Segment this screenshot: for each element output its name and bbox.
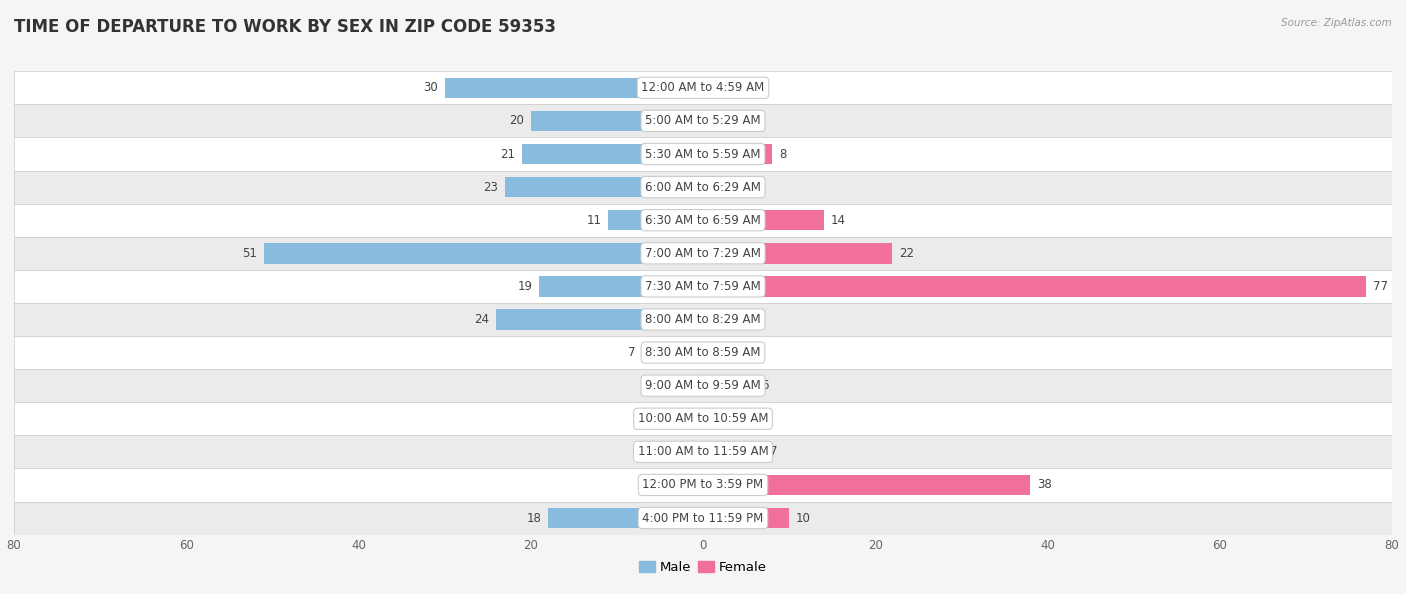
Bar: [14, 237, 1392, 270]
Text: 6:00 AM to 6:29 AM: 6:00 AM to 6:29 AM: [645, 181, 761, 194]
Bar: [14, 270, 1392, 303]
Text: 8:30 AM to 8:59 AM: 8:30 AM to 8:59 AM: [645, 346, 761, 359]
Bar: [540, 276, 703, 296]
Bar: [703, 210, 824, 230]
Text: 11: 11: [586, 214, 602, 227]
Text: 11:00 AM to 11:59 AM: 11:00 AM to 11:59 AM: [638, 446, 768, 459]
Bar: [703, 375, 755, 396]
Bar: [14, 402, 1392, 435]
Bar: [651, 475, 703, 495]
Bar: [505, 177, 703, 197]
Text: 12:00 AM to 4:59 AM: 12:00 AM to 4:59 AM: [641, 81, 765, 94]
Bar: [14, 170, 1392, 204]
Text: 6:30 AM to 6:59 AM: 6:30 AM to 6:59 AM: [645, 214, 761, 227]
Bar: [14, 469, 1392, 501]
Text: 0: 0: [710, 313, 717, 326]
Text: 7: 7: [628, 346, 636, 359]
Text: 9:00 AM to 9:59 AM: 9:00 AM to 9:59 AM: [645, 379, 761, 392]
Bar: [14, 303, 1392, 336]
Text: 21: 21: [501, 147, 515, 160]
Bar: [703, 276, 1367, 296]
Bar: [264, 243, 703, 264]
Text: 8: 8: [779, 147, 786, 160]
Text: 7:00 AM to 7:29 AM: 7:00 AM to 7:29 AM: [645, 247, 761, 260]
Text: 4:00 PM to 11:59 PM: 4:00 PM to 11:59 PM: [643, 511, 763, 525]
Text: Source: ZipAtlas.com: Source: ZipAtlas.com: [1281, 18, 1392, 28]
Bar: [444, 78, 703, 98]
Bar: [703, 243, 893, 264]
Text: 51: 51: [242, 247, 257, 260]
Text: 6: 6: [762, 379, 769, 392]
Bar: [703, 409, 711, 429]
Bar: [14, 71, 1392, 105]
Text: 8:00 AM to 8:29 AM: 8:00 AM to 8:29 AM: [645, 313, 761, 326]
Text: 7: 7: [770, 446, 778, 459]
Text: 1: 1: [718, 412, 725, 425]
Text: 5:00 AM to 5:29 AM: 5:00 AM to 5:29 AM: [645, 115, 761, 128]
Bar: [14, 105, 1392, 137]
Bar: [14, 204, 1392, 237]
Bar: [548, 508, 703, 528]
Text: 38: 38: [1038, 478, 1052, 491]
Text: 30: 30: [423, 81, 437, 94]
Text: 5:30 AM to 5:59 AM: 5:30 AM to 5:59 AM: [645, 147, 761, 160]
Text: 6: 6: [637, 478, 644, 491]
Text: 22: 22: [900, 247, 914, 260]
Text: 77: 77: [1374, 280, 1388, 293]
Text: 0: 0: [710, 81, 717, 94]
Bar: [14, 369, 1392, 402]
Text: 0: 0: [689, 446, 696, 459]
Bar: [14, 501, 1392, 535]
Text: 20: 20: [509, 115, 524, 128]
Text: 12:00 PM to 3:59 PM: 12:00 PM to 3:59 PM: [643, 478, 763, 491]
Text: 0: 0: [689, 412, 696, 425]
Bar: [703, 441, 763, 462]
Text: TIME OF DEPARTURE TO WORK BY SEX IN ZIP CODE 59353: TIME OF DEPARTURE TO WORK BY SEX IN ZIP …: [14, 18, 555, 36]
Text: 10:00 AM to 10:59 AM: 10:00 AM to 10:59 AM: [638, 412, 768, 425]
Bar: [522, 144, 703, 165]
Bar: [703, 177, 720, 197]
Bar: [609, 210, 703, 230]
Bar: [703, 508, 789, 528]
Bar: [703, 475, 1031, 495]
Bar: [14, 336, 1392, 369]
Text: 0: 0: [710, 115, 717, 128]
Text: 2: 2: [727, 181, 734, 194]
Text: 18: 18: [526, 511, 541, 525]
Bar: [531, 110, 703, 131]
Text: 0: 0: [689, 379, 696, 392]
Text: 24: 24: [474, 313, 489, 326]
Text: 3: 3: [735, 346, 744, 359]
Bar: [703, 342, 728, 363]
Bar: [14, 137, 1392, 170]
Bar: [496, 309, 703, 330]
Bar: [643, 342, 703, 363]
Text: 19: 19: [517, 280, 533, 293]
Text: 14: 14: [831, 214, 845, 227]
Bar: [14, 435, 1392, 469]
Text: 7:30 AM to 7:59 AM: 7:30 AM to 7:59 AM: [645, 280, 761, 293]
Text: 10: 10: [796, 511, 811, 525]
Text: 23: 23: [484, 181, 498, 194]
Legend: Male, Female: Male, Female: [634, 555, 772, 579]
Bar: [703, 144, 772, 165]
